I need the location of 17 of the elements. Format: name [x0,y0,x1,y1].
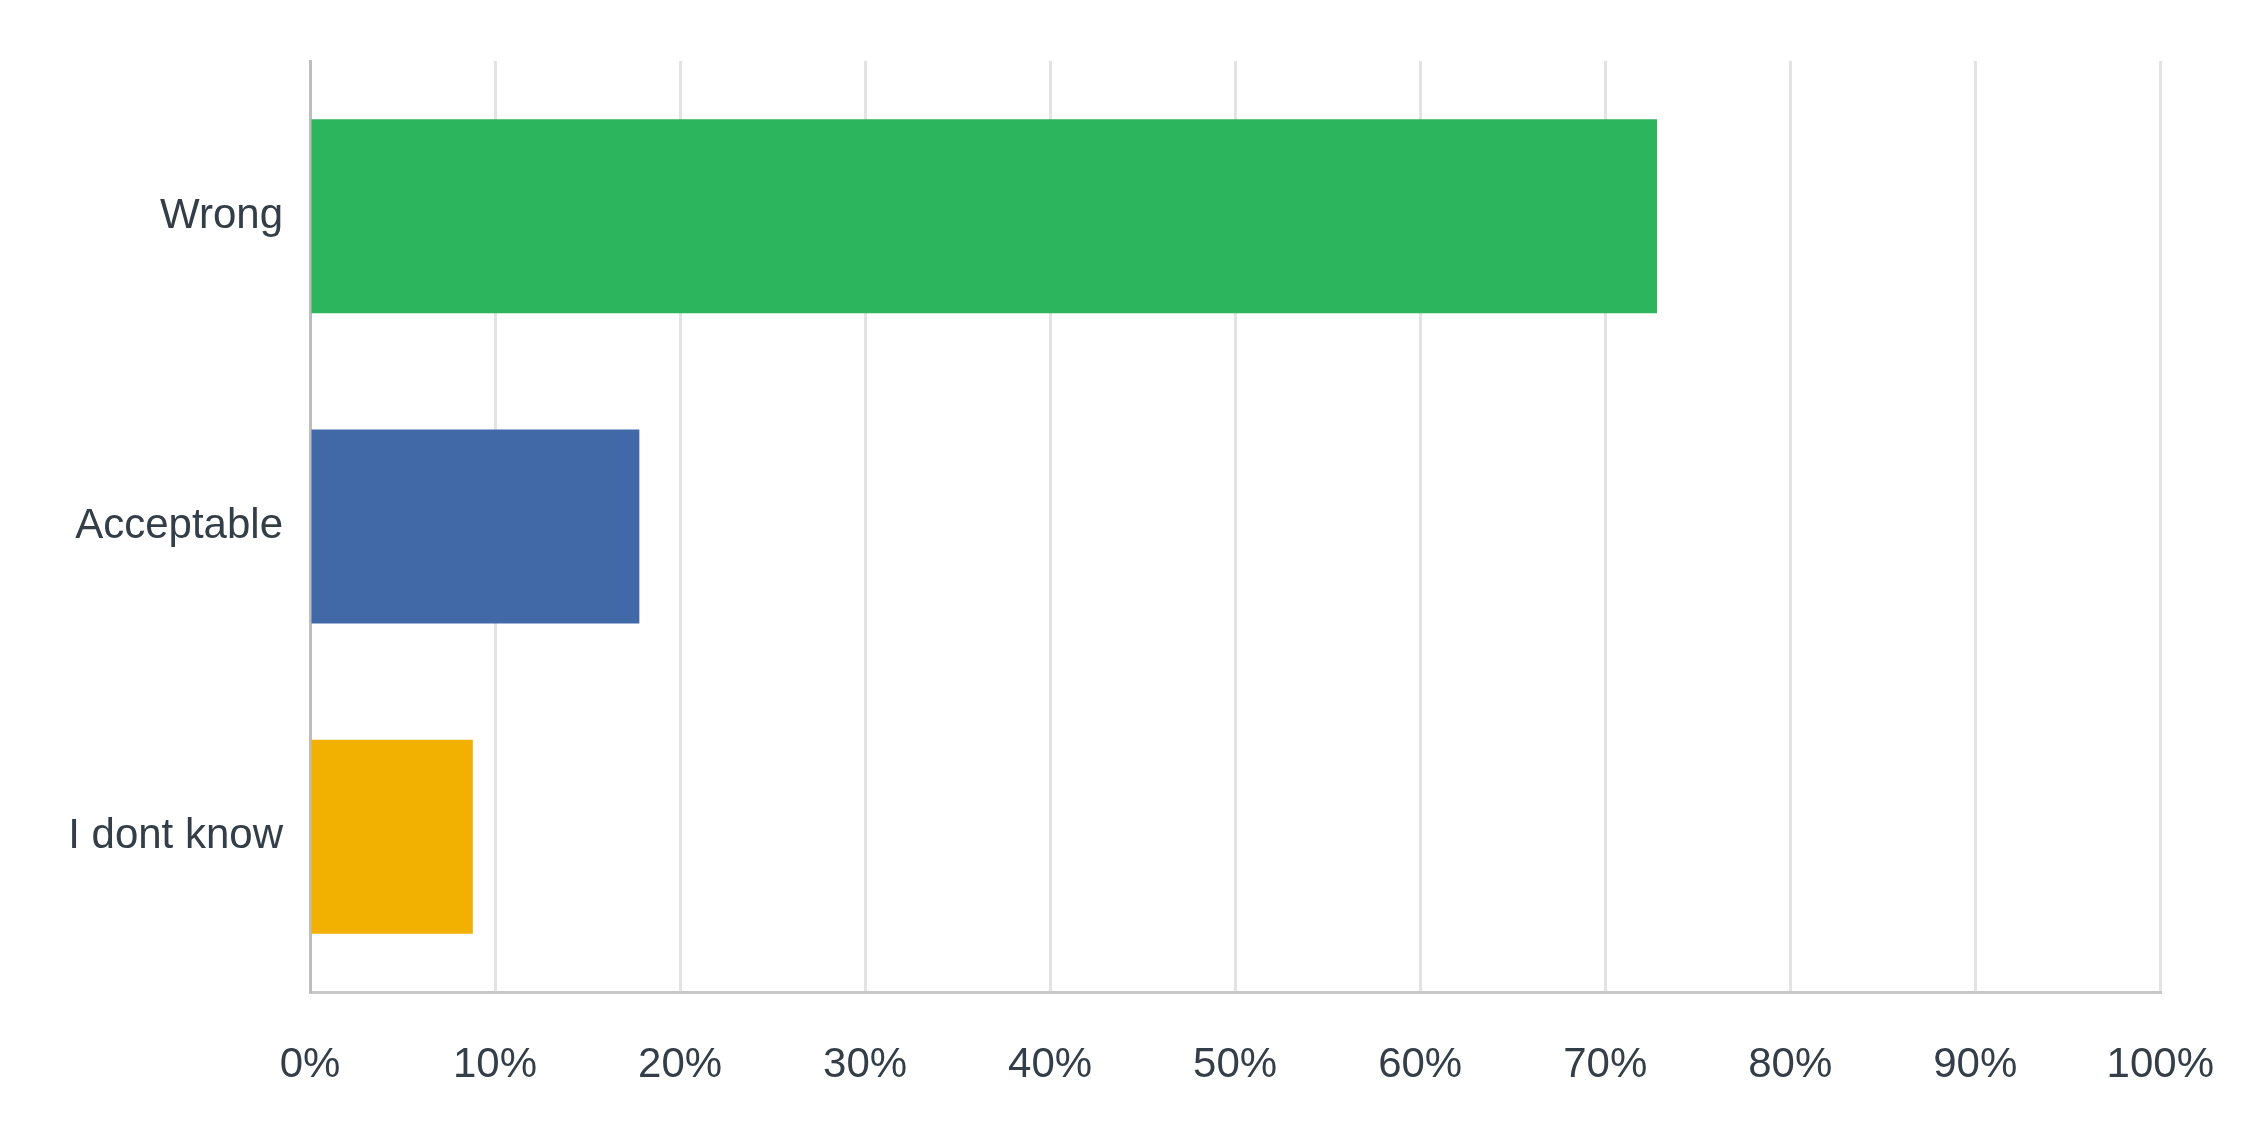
x-tick-label: 0% [279,1038,341,1086]
y-tick-label: Wrong [160,189,283,237]
x-tick-label: 10% [453,1038,538,1086]
x-tick-label: 90% [1933,1038,2018,1086]
x-tick-label: 70% [1563,1038,1648,1086]
x-tick-label: 50% [1193,1038,1278,1086]
bar [311,119,1658,314]
x-tick-label: 80% [1748,1038,1833,1086]
x-tick-label: 30% [823,1038,908,1086]
bar [311,739,473,934]
x-tick-label: 100% [2106,1038,2214,1086]
y-tick-label: Acceptable [75,500,283,548]
x-tick-label: 40% [1008,1038,1093,1086]
x-tick-label: 60% [1378,1038,1463,1086]
bar [311,429,640,624]
y-tick-label: I dont know [68,810,284,858]
x-tick-label: 20% [638,1038,723,1086]
